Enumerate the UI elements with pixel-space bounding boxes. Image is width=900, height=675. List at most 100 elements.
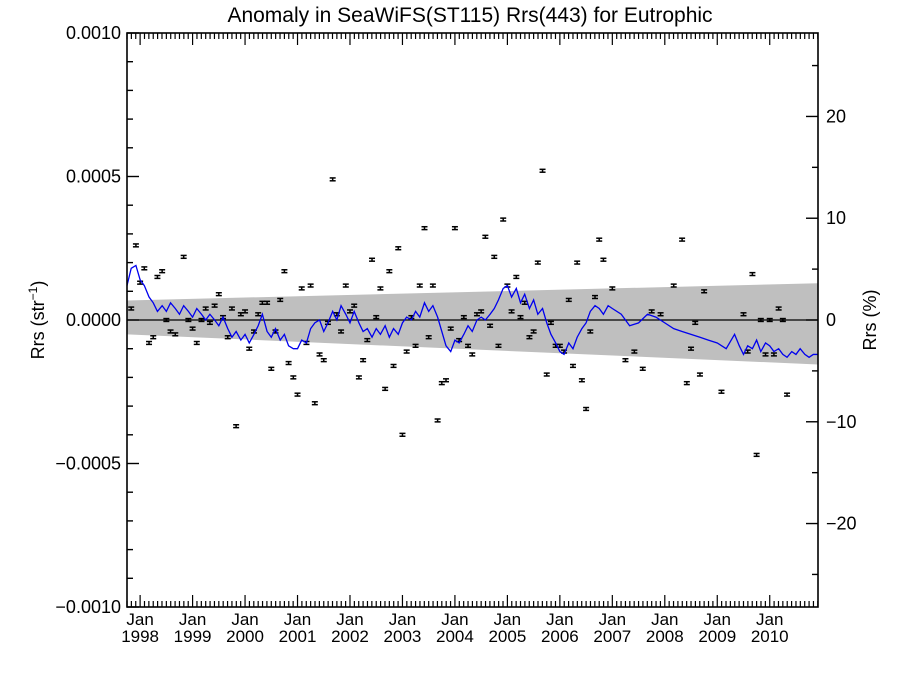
anomaly-point xyxy=(583,406,590,412)
anomaly-point xyxy=(185,317,192,323)
anomaly-point xyxy=(360,357,367,363)
anomaly-point xyxy=(679,237,686,242)
anomaly-point xyxy=(412,343,419,349)
anomaly-point xyxy=(657,312,664,317)
right-tick-label: −20 xyxy=(826,514,857,534)
right-tick-label: 0 xyxy=(826,310,836,330)
anomaly-point xyxy=(749,271,756,277)
x-tick-year-label: 2003 xyxy=(384,627,422,646)
anomaly-point xyxy=(141,266,148,271)
anomaly-point xyxy=(193,340,200,346)
anomaly-point xyxy=(395,246,402,251)
anomaly-point xyxy=(338,329,345,334)
anomaly-point xyxy=(465,343,472,349)
anomaly-point xyxy=(154,274,161,280)
anomaly-point xyxy=(762,352,769,357)
anomaly-point xyxy=(757,317,764,323)
anomaly-point xyxy=(547,320,554,326)
uncertainty-band xyxy=(127,283,818,365)
anomaly-point xyxy=(508,309,515,314)
anomaly-point xyxy=(500,217,507,222)
left-axis-ticks: 0.0010 0.0005 0.0000 −0.0005 −0.0010 xyxy=(55,23,139,617)
x-tick-month-label: Jan xyxy=(231,610,258,629)
anomaly-point xyxy=(569,363,576,369)
anomaly-point xyxy=(180,254,187,260)
anomaly-point xyxy=(403,349,410,354)
anomaly-point xyxy=(159,269,166,274)
x-tick-year-label: 1999 xyxy=(174,627,212,646)
anomaly-point xyxy=(539,168,546,173)
anomaly-point xyxy=(753,452,760,458)
anomaly-point xyxy=(416,283,423,288)
uncertainty-band-layer xyxy=(127,283,818,365)
left-axis-title-close: ) xyxy=(28,281,48,287)
anomaly-point xyxy=(451,225,458,231)
anomaly-point xyxy=(565,297,572,303)
x-tick-year-label: 2002 xyxy=(331,627,369,646)
anomaly-point xyxy=(670,283,677,288)
running-mean-line xyxy=(126,264,818,359)
anomaly-point xyxy=(478,309,485,314)
anomaly-point xyxy=(543,372,550,377)
anomaly-point xyxy=(351,303,358,308)
x-tick-month-label: Jan xyxy=(704,610,731,629)
anomaly-point xyxy=(294,392,301,397)
anomaly-point xyxy=(382,386,389,392)
anomaly-point xyxy=(355,375,362,380)
anomaly-point xyxy=(482,234,489,239)
anomaly-point xyxy=(215,291,222,297)
anomaly-point xyxy=(369,257,376,262)
right-tick-label: 20 xyxy=(826,106,846,126)
anomaly-point xyxy=(578,378,585,383)
left-axis-title: Rrs (str−1) xyxy=(26,281,48,360)
anomaly-point xyxy=(390,363,397,369)
anomaly-point xyxy=(622,357,629,363)
anomaly-point xyxy=(696,372,703,377)
left-tick-label: −0.0010 xyxy=(55,597,121,617)
anomaly-point xyxy=(150,335,157,340)
x-tick-month-label: Jan xyxy=(599,610,626,629)
anomaly-point xyxy=(198,317,205,323)
anomaly-point xyxy=(132,243,139,248)
anomaly-point xyxy=(701,289,708,294)
anomaly-point xyxy=(692,320,699,326)
anomaly-point xyxy=(233,424,240,429)
anomaly-point xyxy=(513,274,520,280)
anomaly-point xyxy=(421,225,428,231)
anomaly-point xyxy=(434,418,441,423)
anomaly-point xyxy=(264,300,271,305)
anomaly-point xyxy=(307,283,314,288)
anomaly-point xyxy=(574,260,581,265)
x-tick-month-label: Jan xyxy=(336,610,363,629)
x-tick-month-label: Jan xyxy=(546,610,573,629)
x-tick-year-label: 2008 xyxy=(646,627,684,646)
anomaly-point xyxy=(517,314,524,320)
x-tick-month-label: Jan xyxy=(756,610,783,629)
anomaly-point xyxy=(298,286,305,291)
anomaly-point xyxy=(526,335,533,340)
anomaly-point xyxy=(740,312,747,317)
anomaly-point xyxy=(242,309,249,314)
anomaly-point xyxy=(596,237,603,242)
anomaly-point xyxy=(631,349,638,354)
bottom-axis-ticks: Jan1998Jan1999Jan2000Jan2001Jan2002Jan20… xyxy=(121,33,819,646)
anomaly-point xyxy=(281,269,288,274)
anomaly-point xyxy=(285,360,292,366)
x-tick-month-label: Jan xyxy=(126,610,153,629)
anomaly-point xyxy=(399,432,406,437)
anomaly-point xyxy=(587,329,594,334)
x-tick-year-label: 2007 xyxy=(593,627,631,646)
anomaly-point xyxy=(386,269,393,274)
anomaly-point xyxy=(290,375,297,380)
anomaly-point xyxy=(224,335,231,340)
x-tick-year-label: 2005 xyxy=(488,627,526,646)
anomaly-point xyxy=(346,309,353,314)
x-tick-year-label: 2009 xyxy=(698,627,736,646)
anomaly-point xyxy=(766,317,773,323)
right-tick-label: 10 xyxy=(826,208,846,228)
anomaly-point xyxy=(443,378,450,383)
anomaly-point xyxy=(320,357,327,363)
anomaly-point xyxy=(128,306,135,311)
anomaly-point xyxy=(648,309,655,314)
